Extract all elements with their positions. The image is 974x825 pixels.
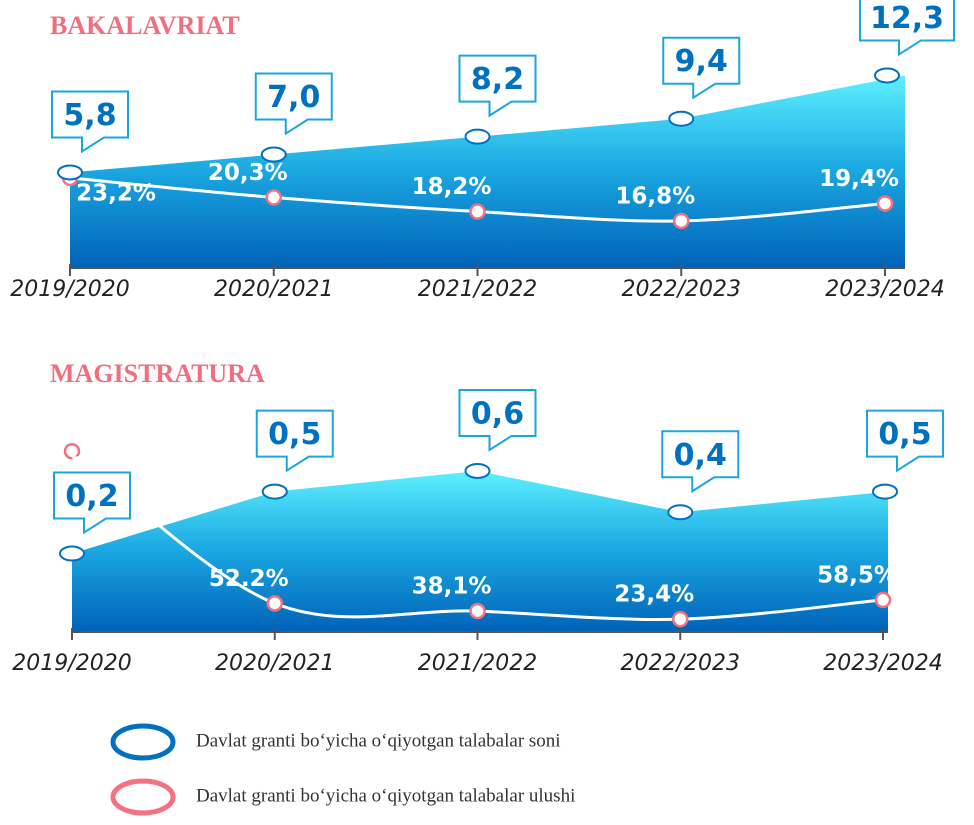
share-marker (63, 442, 81, 460)
chart-title: MAGISTRATURA (50, 359, 265, 388)
x-tick-label: 2021/2022 (418, 651, 537, 676)
x-tick-label: 2020/2021 (215, 651, 334, 676)
count-marker (667, 504, 694, 521)
callout-box (662, 36, 741, 100)
callout-box (866, 409, 944, 473)
share-label: 19,4% (819, 166, 899, 192)
callout-box (458, 54, 537, 118)
chart-title: BAKALAVRIAT (50, 11, 240, 40)
callout-label: 5,8 (63, 98, 116, 133)
count-marker (59, 545, 85, 562)
count-marker (261, 483, 288, 500)
callout-box (53, 471, 131, 535)
x-tick-label: 2022/2023 (622, 277, 741, 302)
callout-box (254, 72, 333, 136)
count-marker (872, 483, 898, 500)
x-tick-label: 2020/2021 (214, 277, 333, 302)
callout-box (859, 0, 955, 57)
count-marker (464, 462, 491, 479)
share-marker (673, 212, 690, 230)
share-label: 23,4% (614, 582, 694, 608)
x-tick-label: 2023/2024 (825, 277, 944, 302)
callout-box (661, 430, 740, 494)
callout-label: 12,3 (870, 1, 944, 36)
share-label: 20,3% (208, 160, 288, 186)
share-label: 38,1% (412, 574, 492, 600)
count-marker (668, 110, 695, 127)
legend-icon (110, 723, 176, 761)
count-marker (874, 67, 900, 84)
count-marker (464, 128, 491, 145)
callout-label: 0,5 (878, 417, 931, 452)
x-tick-label: 2023/2024 (823, 651, 942, 676)
share-marker (672, 610, 689, 628)
callout-box (51, 90, 129, 154)
callout-label: 0,2 (65, 479, 118, 514)
legend-label: Davlat granti bo‘yicha o‘qiyotgan talaba… (196, 785, 575, 806)
callout-box (458, 388, 537, 452)
x-tick-label: 2019/2020 (12, 651, 131, 676)
x-tick-label: 2021/2022 (418, 277, 537, 302)
share-label: 23,2% (76, 180, 156, 206)
share-marker (469, 602, 486, 620)
x-tick-label: 2019/2020 (10, 277, 129, 302)
area (70, 75, 905, 268)
x-tick-label: 2022/2023 (621, 651, 740, 676)
share-marker (469, 203, 486, 220)
share-marker (266, 595, 283, 612)
share-marker (265, 189, 282, 206)
share-label: 18,2% (412, 174, 492, 200)
callout-label: 0,6 (471, 396, 524, 431)
callout-label: 0,4 (674, 438, 727, 473)
share-marker (876, 195, 894, 212)
legend-label: Davlat granti bo‘yicha o‘qiyotgan talaba… (196, 730, 561, 751)
callout-label: 7,0 (267, 80, 320, 115)
count-marker (57, 164, 83, 181)
area (72, 470, 888, 632)
legend-icon (110, 778, 176, 816)
legend: Davlat granti bo‘yicha o‘qiyotgan talaba… (110, 723, 575, 816)
callout-label: 9,4 (675, 44, 728, 79)
share-marker (874, 591, 892, 609)
share-label: 58,5% (817, 562, 897, 588)
callout-box (255, 409, 334, 473)
callout-label: 0,5 (268, 417, 321, 452)
share-label: 52.2% (209, 566, 289, 592)
count-marker (260, 146, 287, 163)
callout-label: 8,2 (471, 62, 524, 97)
share-label: 16,8% (615, 183, 695, 209)
